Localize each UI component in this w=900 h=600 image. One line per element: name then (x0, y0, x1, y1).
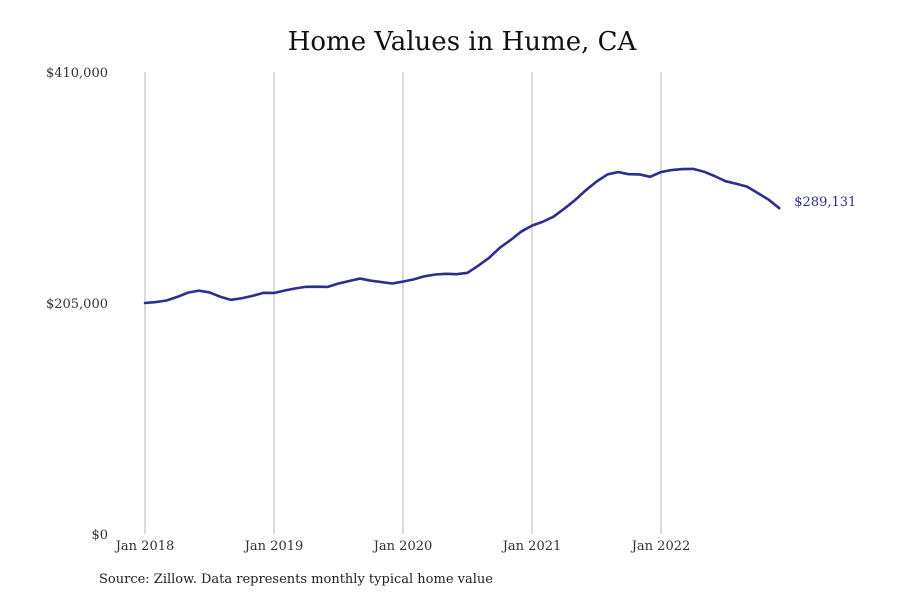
y-tick-label: $205,000 (46, 297, 108, 312)
x-tick-label: Jan 2019 (243, 539, 304, 554)
y-axis: $0 $205,000 $410,000 (46, 66, 108, 543)
x-tick-label: Jan 2021 (501, 539, 562, 554)
end-value-label: $289,131 (794, 195, 856, 210)
y-tick-label: $0 (91, 528, 108, 543)
x-tick-label: Jan 2018 (114, 539, 175, 554)
series-layer: $289,131 (143, 167, 856, 305)
chart-title: Home Values in Hume, CA (287, 27, 637, 57)
x-tick-label: Jan 2020 (372, 539, 433, 554)
y-tick-label: $410,000 (46, 66, 108, 81)
vertical-gridlines (144, 72, 662, 534)
x-axis: Jan 2018 Jan 2019 Jan 2020 Jan 2021 Jan 2022 (114, 539, 691, 554)
source-note: Source: Zillow. Data represents monthly … (99, 572, 493, 587)
x-tick-label: Jan 2022 (630, 539, 691, 554)
home-value-series-line (143, 167, 781, 305)
